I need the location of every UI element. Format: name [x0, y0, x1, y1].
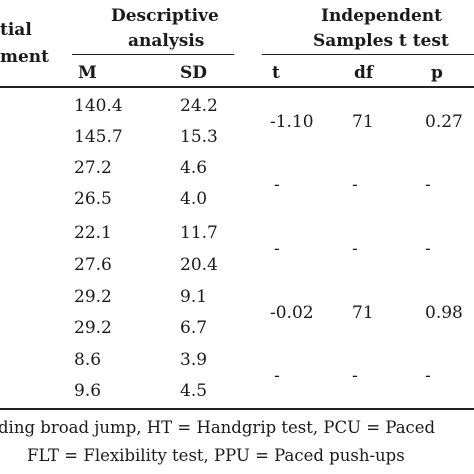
header-ttest-line2: Samples t test	[313, 31, 449, 51]
table-bottom-rule	[0, 408, 474, 410]
cell-m: 29.2	[74, 318, 112, 338]
cell-p: -	[425, 239, 431, 259]
cell-m: 8.6	[74, 350, 102, 370]
cell-sd: 4.0	[180, 189, 208, 209]
header-descriptive-line2: analysis	[128, 31, 205, 51]
cell-p: 0.27	[425, 112, 463, 132]
header-descriptive-line1: Descriptive	[111, 6, 219, 26]
cell-df: -	[352, 366, 358, 386]
subheader-df: df	[354, 63, 374, 83]
cell-sd: 4.6	[180, 158, 208, 178]
subheader-p: p	[431, 63, 443, 83]
cell-df: 71	[352, 303, 374, 323]
cell-df: 71	[352, 112, 374, 132]
cell-t: -	[274, 175, 280, 195]
cell-m: 9.6	[74, 381, 102, 401]
cell-sd: 24.2	[180, 96, 218, 116]
cell-p: 0.98	[425, 303, 463, 323]
subheader-t: t	[272, 63, 280, 83]
header-bottom-rule	[0, 86, 474, 88]
header-ttest-line1: Independent	[321, 6, 442, 26]
descriptive-underline	[72, 54, 234, 55]
cell-sd: 15.3	[180, 127, 218, 147]
header-col1-line2: ment	[0, 47, 50, 67]
cell-m: 145.7	[74, 127, 123, 147]
cell-t: -1.10	[270, 112, 314, 132]
footnote-line2: FLT = Flexibility test, PPU = Paced push…	[27, 446, 405, 465]
cell-m: 22.1	[74, 223, 112, 243]
cell-m: 29.2	[74, 287, 112, 307]
footnote-line1: ding broad jump, HT = Handgrip test, PCU…	[0, 418, 436, 437]
cell-m: 27.6	[74, 255, 112, 275]
cell-df: -	[352, 239, 358, 259]
cell-m: 140.4	[74, 96, 123, 116]
cell-sd: 3.9	[180, 350, 208, 370]
ttest-underline	[262, 54, 474, 55]
cell-t: -0.02	[270, 303, 314, 323]
cell-p: -	[425, 366, 431, 386]
cell-sd: 11.7	[180, 223, 218, 243]
cell-t: -	[274, 239, 280, 259]
subheader-m: M	[78, 63, 97, 83]
cell-t: -	[274, 366, 280, 386]
cell-m: 26.5	[74, 189, 112, 209]
subheader-sd: SD	[180, 63, 208, 83]
cell-p: -	[425, 175, 431, 195]
cell-sd: 6.7	[180, 318, 208, 338]
cell-df: -	[352, 175, 358, 195]
cell-m: 27.2	[74, 158, 112, 178]
cell-sd: 4.5	[180, 381, 208, 401]
header-col1-line1: tial	[0, 20, 32, 40]
cell-sd: 20.4	[180, 255, 218, 275]
cell-sd: 9.1	[180, 287, 208, 307]
